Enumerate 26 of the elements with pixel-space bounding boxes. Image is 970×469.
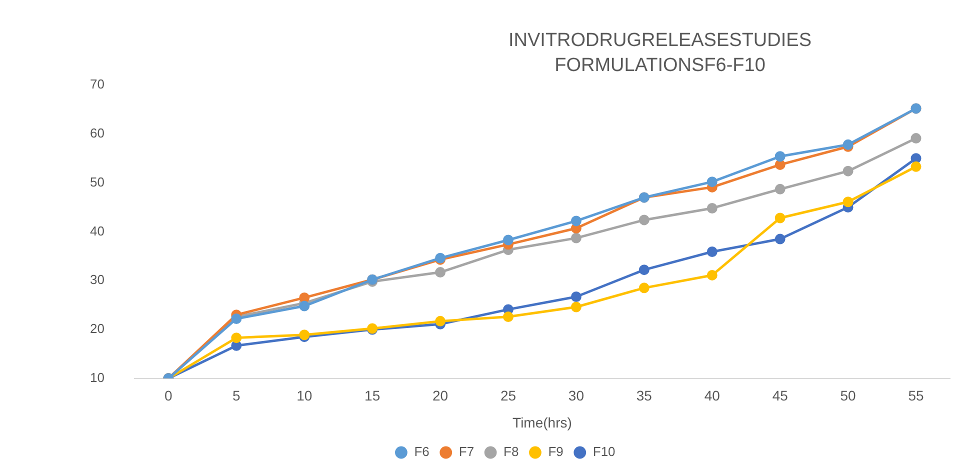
x-axis-title: Time(hrs) — [512, 414, 572, 430]
x-tick-label: 15 — [364, 388, 380, 404]
x-tick-label: 0 — [164, 388, 173, 404]
chart-title: INVITRODRUGRELEASESTUDIES FORMULATIONSF6-F10 — [508, 29, 812, 78]
x-tick-label: 5 — [232, 388, 241, 404]
x-tick-label: 20 — [432, 388, 448, 404]
legend-label: F8 — [504, 444, 519, 460]
legend-label: F6 — [414, 444, 430, 460]
x-tick-label: 40 — [704, 388, 720, 404]
y-tick-label: 50 — [90, 174, 104, 190]
y-tick-label: 40 — [90, 223, 104, 238]
legend-label: F7 — [458, 444, 474, 460]
y-tick-label: 30 — [90, 272, 104, 288]
y-tick-label: 70 — [90, 76, 104, 92]
x-tick-label: 45 — [772, 388, 788, 404]
legend-label: F9 — [548, 444, 564, 460]
y-tick-label: 20 — [90, 321, 104, 336]
x-tick-label: 55 — [908, 388, 924, 404]
x-tick-label: 10 — [296, 388, 312, 404]
y-tick-label: 60 — [90, 125, 104, 140]
x-tick-label: 35 — [636, 388, 652, 404]
x-tick-label: 50 — [840, 388, 856, 404]
x-tick-label: 30 — [568, 388, 584, 404]
legend-label: F10 — [592, 444, 616, 460]
y-tick-label: 10 — [90, 370, 104, 385]
x-tick-label: 25 — [500, 388, 516, 404]
